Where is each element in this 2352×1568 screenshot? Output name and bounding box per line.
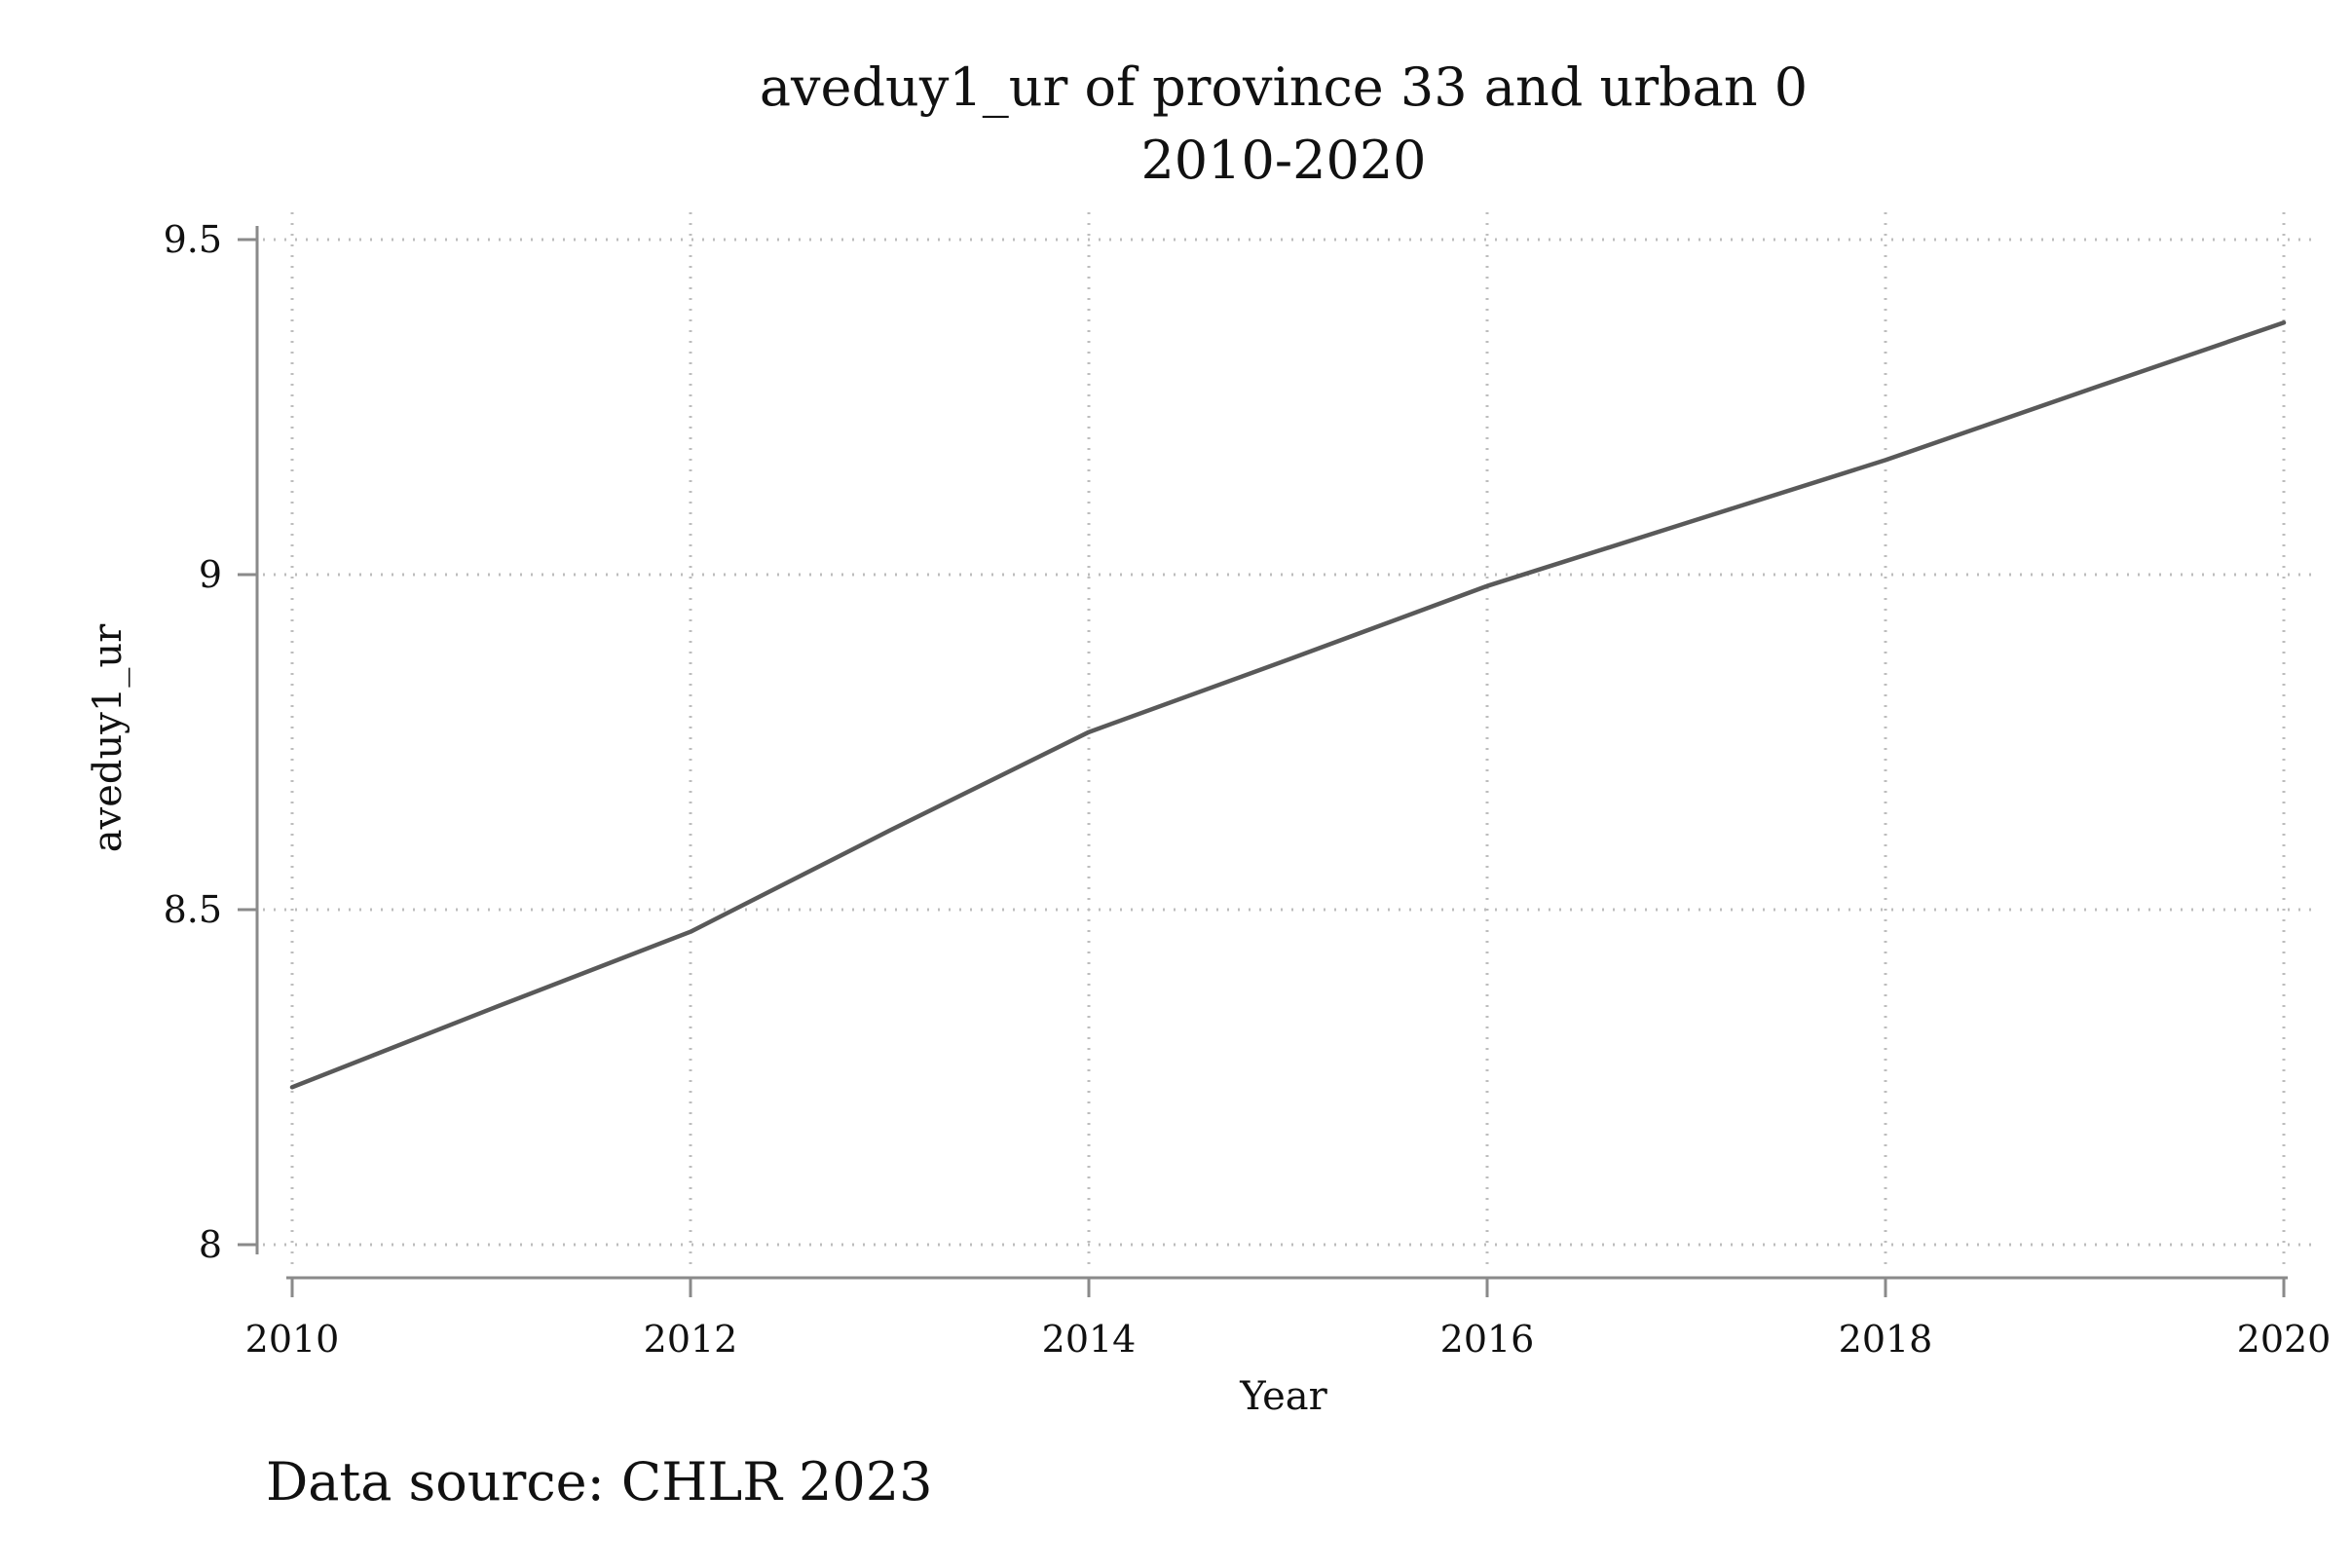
x-tick-label-2012: 2012 (644, 1318, 738, 1361)
series-line-0 (289, 320, 2287, 1090)
y-ticks: 8 8.5 9 9.5 (164, 218, 257, 1266)
axes (255, 226, 2288, 1280)
y-tick-label-9: 9 (199, 553, 222, 596)
x-tick-label-2016: 2016 (1440, 1318, 1535, 1361)
series-group (289, 320, 2287, 1090)
chart-title: aveduy1_ur of province 33 and urban 0 (760, 56, 1808, 118)
x-ticks: 2010 2012 2014 2016 2018 2020 (245, 1278, 2332, 1361)
y-tick-label-8: 8 (199, 1223, 222, 1266)
x-axis-label: Year (1239, 1374, 1327, 1419)
x-tick-label-2018: 2018 (1839, 1318, 1933, 1361)
data-source-note: Data source: CHLR 2023 (266, 1451, 932, 1512)
x-tick-label-2020: 2020 (2237, 1318, 2332, 1361)
y-tick-label-8.5: 8.5 (164, 888, 222, 931)
y-tick-label-9.5: 9.5 (164, 218, 222, 261)
chart-subtitle: 2010-2020 (1140, 130, 1426, 191)
x-tick-label-2014: 2014 (1042, 1318, 1137, 1361)
y-axis-label: aveduy1_ur (86, 623, 131, 852)
x-tick-label-2010: 2010 (245, 1318, 340, 1361)
